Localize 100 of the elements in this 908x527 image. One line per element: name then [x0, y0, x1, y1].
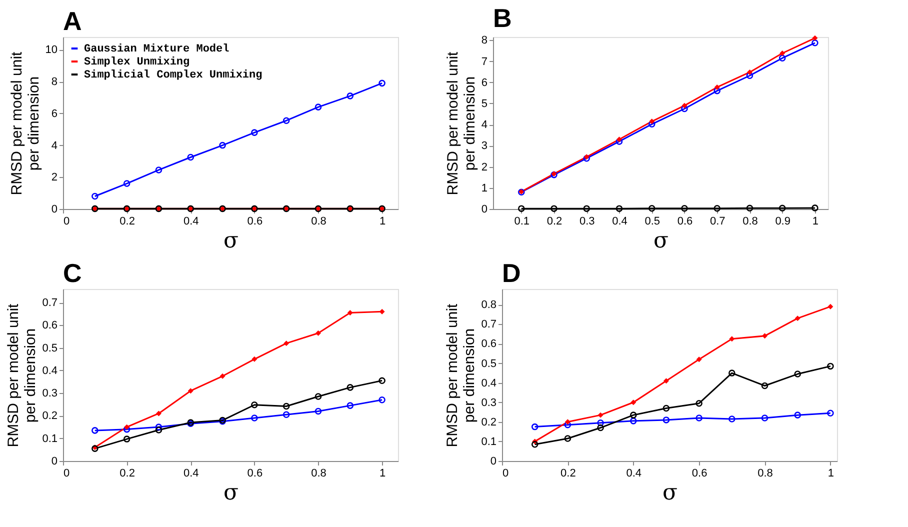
point [649, 118, 655, 124]
y-axis-title: RMSD per model unit per dimension [444, 50, 478, 196]
y-tick-label: 0 [51, 204, 58, 216]
x-tick-label: 0.8 [311, 216, 326, 228]
x-tick-label: 0.4 [626, 468, 642, 480]
point [616, 205, 623, 212]
point [282, 411, 290, 418]
x-tick-label: 0.4 [612, 216, 628, 228]
point [663, 378, 669, 384]
point [648, 120, 656, 128]
x-tick-label: 0.2 [120, 468, 135, 480]
point [598, 412, 604, 418]
y-tick-label: 8 [481, 34, 488, 47]
y-tick-label: 0.5 [42, 342, 58, 354]
point [778, 54, 786, 62]
x-tick-label: 0.2 [560, 468, 576, 480]
x-tick-label: 0.3 [579, 216, 595, 228]
x-axis-title: σ [653, 228, 669, 254]
point [778, 204, 786, 212]
y-tick-label: 7 [481, 56, 488, 68]
x-tick-label: 1 [379, 216, 386, 228]
point [746, 70, 752, 75]
x-tick-label: 0 [64, 468, 70, 480]
x-tick-label: 0 [502, 468, 509, 480]
point [251, 129, 258, 136]
point [124, 424, 130, 430]
point [252, 356, 258, 362]
y-tick-label: 0.1 [42, 432, 58, 445]
point [251, 401, 258, 408]
point [597, 420, 604, 426]
point [681, 105, 688, 112]
point [616, 138, 623, 145]
point [616, 136, 622, 142]
x-tick-label: 1 [812, 216, 819, 228]
y-tick-label: 0.5 [481, 358, 496, 370]
point [746, 72, 754, 80]
point [346, 402, 354, 409]
point [597, 424, 604, 432]
y-tick-label: 0.6 [481, 338, 496, 350]
point [314, 393, 322, 400]
point [630, 418, 637, 424]
y-tick-label: 1 [481, 182, 488, 194]
x-tick-label: 0.9 [775, 216, 790, 228]
point [251, 414, 258, 422]
point [794, 370, 801, 378]
y-tick-label: 4 [481, 119, 488, 132]
point [550, 205, 558, 212]
point [282, 402, 290, 410]
y-tick-label: 0 [481, 204, 488, 216]
x-tick-label: 0.6 [247, 468, 263, 480]
point [346, 384, 354, 391]
x-tick-label: 0.6 [247, 216, 263, 228]
chart-title: C [63, 258, 82, 288]
point [220, 373, 226, 379]
point [155, 166, 162, 174]
point [630, 412, 637, 418]
point [728, 416, 736, 422]
chart-title: A [63, 6, 82, 36]
x-tick-label: 1 [379, 468, 386, 480]
point [156, 410, 162, 416]
point [155, 424, 162, 430]
y-tick-label: 5 [481, 98, 488, 110]
x-tick-label: 0.1 [514, 216, 530, 228]
y-tick-label: 0.4 [42, 364, 58, 377]
y-tick-label: 0.7 [481, 318, 496, 331]
y-tick-label: 0.2 [42, 410, 58, 422]
y-tick-label: 8 [51, 76, 58, 88]
y-tick-label: 4 [51, 140, 58, 152]
x-tick-label: 0.4 [183, 468, 199, 480]
point [188, 388, 194, 394]
legend-label: Gaussian Mixture Model [84, 44, 230, 56]
y-tick-label: 0.3 [481, 396, 496, 409]
y-tick-label: 0.1 [481, 436, 496, 448]
point [714, 87, 720, 94]
x-axis-title: σ [223, 480, 239, 506]
point [714, 204, 720, 212]
y-tick-label: 0.6 [42, 320, 58, 332]
point [187, 154, 194, 161]
point [346, 92, 354, 100]
point [761, 382, 768, 390]
point [564, 421, 572, 428]
y-tick-label: 0 [490, 456, 496, 468]
y-tick-label: 6 [51, 108, 58, 120]
point [123, 180, 130, 187]
y-tick-label: 3 [481, 140, 488, 152]
x-tick-label: 0.5 [644, 216, 660, 228]
legend-label: Simplex Unmixing [84, 56, 190, 68]
y-tick-label: 0.4 [481, 377, 496, 390]
point [746, 204, 754, 212]
x-tick-label: 0.6 [692, 468, 708, 480]
point [696, 414, 702, 422]
point [630, 400, 636, 406]
point [714, 84, 720, 90]
point [648, 204, 656, 212]
y-tick-label: 0 [51, 456, 58, 468]
point [728, 370, 736, 376]
point [662, 404, 670, 412]
point [155, 426, 162, 434]
point [696, 400, 702, 407]
point [780, 50, 786, 56]
